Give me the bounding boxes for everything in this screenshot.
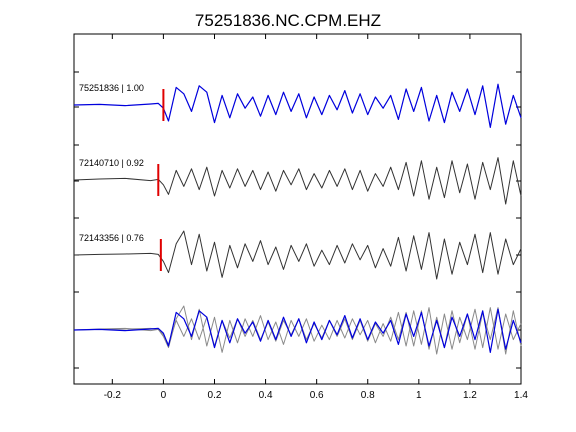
series-line [73,83,522,128]
stack-reference-line [73,308,522,353]
stack-series-line [73,307,522,355]
x-tick-label: 0.4 [259,390,273,401]
x-tick-label: 1.4 [514,390,528,401]
series-line [73,157,522,205]
traces [73,83,522,355]
series-line [73,230,522,280]
axes: -0.2 0 0.2 0.4 0.6 0.8 1 1.2 1.4 [73,33,528,401]
stack-series-line [73,305,522,355]
trace-labels: 75251836 | 1.00 72140710 | 0.92 72143356 |… [79,83,144,243]
x-tick-label: 1.2 [463,390,477,401]
x-tick-label: -0.2 [104,390,122,401]
x-tick-label: 0 [161,390,167,401]
trace-label: 72143356 | 0.76 [79,233,144,243]
trace-label: 72140710 | 0.92 [79,158,144,168]
plot-frame [73,33,522,385]
trace-label: 75251836 | 1.00 [79,83,144,93]
x-tick-label: 0.8 [361,390,375,401]
x-tick-label: 0.2 [208,390,222,401]
x-tick-label: 0.6 [310,390,324,401]
chart-title: 75251836.NC.CPM.EHZ [195,11,381,30]
x-tick-label: 1 [416,390,422,401]
